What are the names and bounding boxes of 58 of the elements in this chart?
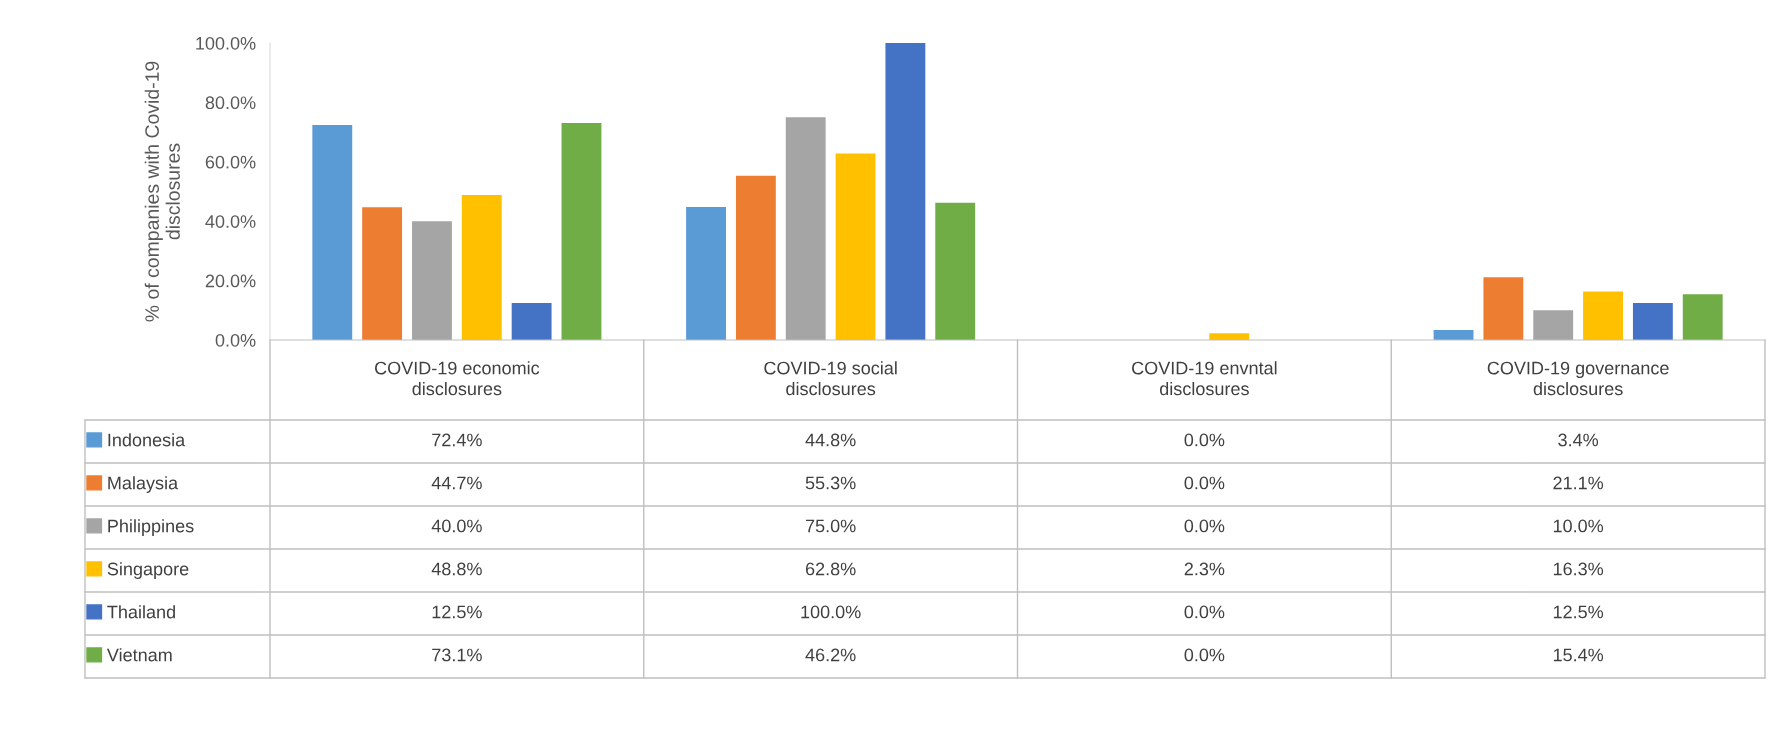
data-label: 48.8% [431, 562, 482, 576]
bar [1632, 302, 1673, 340]
y-tick-label: 80.0% [205, 96, 256, 110]
data-label: 21.1% [1553, 476, 1604, 490]
data-label: 12.5% [432, 605, 482, 619]
data-label: 0.0% [1184, 648, 1225, 662]
x-tick-label: COVID-19 social disclosures [764, 361, 897, 396]
data-label: 44.7% [431, 476, 482, 490]
legend-label: Singapore [107, 562, 189, 579]
bar [362, 207, 403, 340]
data-label: 15.4% [1553, 648, 1604, 662]
x-tick-label: COVID-19 economic disclosures [375, 361, 540, 396]
data-label: 44.8% [805, 433, 856, 447]
y-tick-label: 60.0% [205, 155, 256, 169]
y-tick-label: 40.0% [205, 215, 256, 228]
y-tick-label: 20.0% [205, 274, 256, 288]
legend-label: Malaysia [108, 476, 179, 493]
data-label: 0.0% [1184, 433, 1225, 447]
data-label: 62.8% [805, 562, 856, 576]
y-axis-title: % of companies with Covid-19 disclosures [144, 61, 180, 322]
data-label: 72.4% [432, 433, 482, 447]
data-label: 55.3% [805, 476, 856, 490]
bar [561, 122, 602, 340]
data-label: 73.1% [432, 648, 482, 662]
bar [1483, 277, 1524, 340]
y-tick-label: 0.0% [215, 333, 256, 347]
data-label: 46.2% [805, 648, 856, 662]
data-label: 40.0% [431, 519, 482, 533]
bar [1682, 294, 1723, 340]
bar [835, 153, 876, 340]
bar [1533, 310, 1574, 340]
data-label: 0.0% [1184, 519, 1225, 533]
legend-label: Philippines [108, 519, 194, 536]
legend-label: Thailand [107, 605, 175, 619]
bar [785, 117, 826, 340]
data-label: 12.5% [1553, 605, 1604, 619]
bar [885, 43, 926, 340]
data-label: 0.0% [1184, 476, 1225, 490]
bar [312, 124, 353, 340]
bar [412, 221, 452, 340]
data-label: 0.0% [1184, 605, 1225, 619]
data-label: 2.3% [1184, 562, 1225, 576]
bar [1583, 291, 1623, 340]
legend-label: Vietnam [106, 648, 172, 662]
bar [511, 302, 552, 340]
x-tick-label: COVID-19 envntal disclosures [1132, 361, 1277, 396]
bar [935, 202, 976, 340]
data-label: 100.0% [801, 605, 861, 619]
data-label: 75.0% [805, 519, 856, 533]
data-label: 3.4% [1558, 433, 1599, 447]
legend-label: Indonesia [108, 433, 186, 447]
x-tick-label: COVID-19 governance disclosures [1487, 361, 1669, 396]
bar [686, 206, 726, 340]
bar [735, 175, 776, 340]
bar [461, 195, 502, 340]
y-tick-label: 100.0% [196, 36, 256, 50]
data-label: 16.3% [1553, 562, 1604, 576]
data-label: 10.0% [1553, 519, 1604, 533]
